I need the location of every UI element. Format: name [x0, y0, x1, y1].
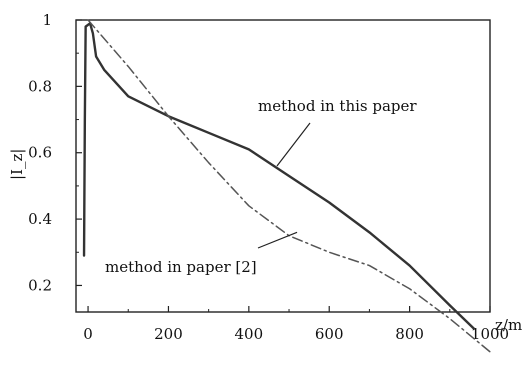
annotation-layer: method in this paper method in paper [2] [105, 97, 417, 276]
annotation-leader-line [257, 231, 298, 249]
y-tick-label: 0.2 [28, 276, 52, 294]
y-tick-label: 1 [42, 11, 52, 29]
x-tick-label: 200 [154, 325, 183, 343]
axes-layer: 0 200 400 600 800 1000 0.2 0.4 0.6 0.8 1 [28, 11, 509, 343]
annotation-leader-line [276, 122, 311, 167]
label-layer: z/m |I_z| [8, 149, 522, 334]
x-tick-label: 1000 [471, 325, 509, 343]
plot-frame [75, 19, 491, 313]
y-tick-label: 0.8 [28, 77, 52, 95]
annotation-label: method in this paper [258, 97, 417, 115]
annotation-label: method in paper [2] [105, 258, 257, 276]
x-tick-label: 400 [235, 325, 264, 343]
x-tick-label: 600 [315, 325, 344, 343]
x-axis-label: z/m [495, 316, 522, 334]
y-axis-label: |I_z| [8, 149, 26, 180]
y-tick-label: 0.4 [28, 210, 52, 228]
y-tick-label: 0.6 [28, 144, 52, 162]
x-tick-label: 800 [395, 325, 424, 343]
x-tick-label: 0 [83, 325, 93, 343]
